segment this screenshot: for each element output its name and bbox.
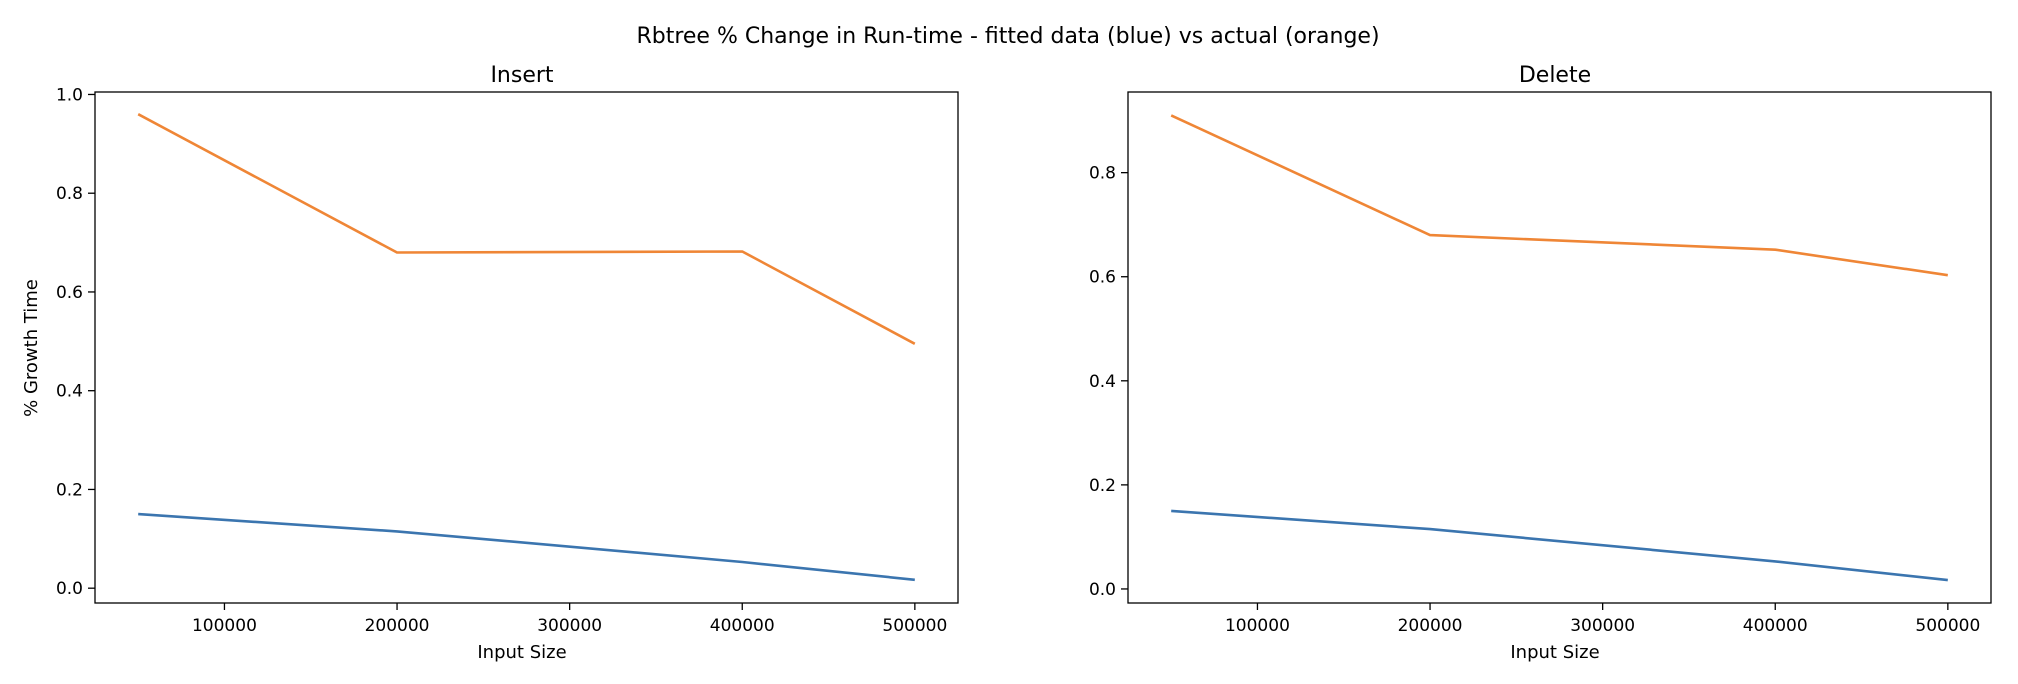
delete-y-tick-label: 0.0 (1089, 580, 1116, 600)
delete-y-tick-label: 0.4 (1089, 372, 1116, 392)
insert-fitted-line (138, 512, 915, 582)
delete-chart-xlabel: Input Size (1510, 642, 1599, 663)
delete-y-tick-label: 0.2 (1089, 476, 1116, 496)
insert-x-tick-label: 200000 (365, 616, 430, 636)
delete-y-tick-label: 0.6 (1089, 268, 1116, 288)
insert-x-tick-label: 300000 (537, 616, 602, 636)
insert-chart-ylabel: % Growth Time (21, 279, 42, 417)
insert-y-tick-label: 0.2 (56, 480, 83, 500)
figure-suptitle: Rbtree % Change in Run-time - fitted dat… (636, 24, 1379, 49)
insert-y-tick-label: 0.4 (56, 382, 83, 402)
delete-fitted-line (1171, 509, 1948, 582)
delete-chart-title: Delete (1519, 63, 1591, 88)
insert-actual-line (137, 113, 916, 345)
delete-x-tick-label: 200000 (1398, 616, 1463, 636)
insert-y-tick-label: 0.6 (56, 283, 83, 303)
insert-y-tick-label: 0.8 (56, 184, 83, 204)
delete-x-tick-label: 300000 (1570, 616, 1635, 636)
delete-y-tick-label: 0.8 (1089, 164, 1116, 184)
insert-x-tick-label: 500000 (882, 616, 947, 636)
insert-chart: Insert Input Size % Growth Time 100000 20… (21, 63, 959, 663)
delete-x-tick-label: 500000 (1915, 616, 1980, 636)
delete-chart: Delete Input Size 100000 200000 300000 4000… (1089, 63, 1992, 663)
delete-x-tick-label: 400000 (1743, 616, 1808, 636)
insert-x-tick-label: 400000 (710, 616, 775, 636)
insert-x-tick-label: 100000 (192, 616, 257, 636)
delete-actual-line (1170, 114, 1948, 277)
insert-y-tick-label: 0.0 (56, 579, 83, 599)
insert-chart-title: Insert (490, 63, 553, 88)
insert-y-tick-label: 1.0 (56, 85, 83, 105)
insert-plot-frame (94, 91, 959, 604)
delete-plot-frame (1127, 91, 1992, 604)
delete-x-tick-label: 100000 (1225, 616, 1290, 636)
insert-chart-xlabel: Input Size (477, 642, 566, 663)
